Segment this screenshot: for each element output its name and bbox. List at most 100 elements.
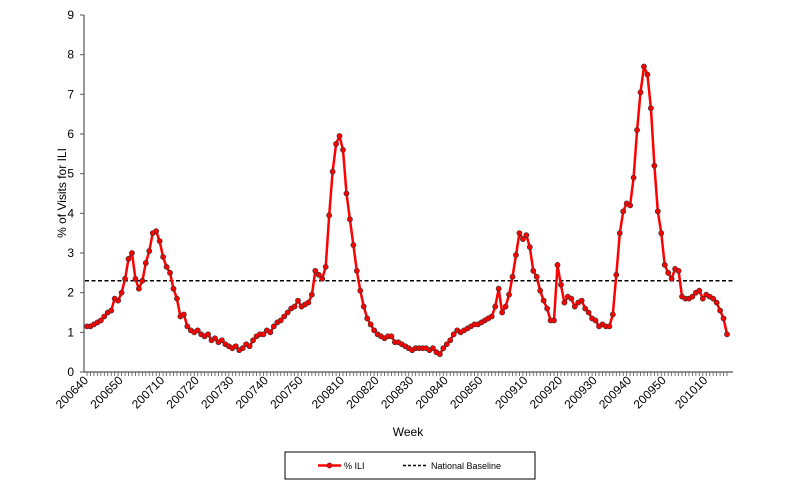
ili-point	[129, 250, 135, 256]
ili-point	[551, 317, 557, 324]
x-tick-label: 200930	[561, 373, 599, 411]
y-tick-label: 8	[67, 48, 74, 62]
ili-point	[713, 299, 720, 306]
ili-point	[167, 269, 173, 276]
ili-point	[509, 273, 516, 280]
x-tick-label: 200820	[343, 373, 381, 411]
y-axis: 0 1 2 3 4 5 6 7 8 9	[67, 8, 85, 379]
ili-point	[578, 297, 585, 304]
ili-point	[699, 295, 706, 302]
ili-point	[647, 105, 654, 112]
ili-point	[329, 168, 336, 175]
ili-point	[533, 273, 540, 280]
ili-point	[156, 238, 163, 244]
ili-point	[689, 293, 696, 300]
ili-point	[724, 331, 730, 338]
y-tick-label: 2	[67, 286, 74, 300]
ili-point	[115, 297, 122, 304]
ili-point	[537, 287, 544, 294]
ili-point	[644, 71, 651, 78]
ili-point	[163, 263, 170, 270]
ili-point	[526, 244, 533, 250]
ili-point	[322, 263, 329, 270]
ili-point	[312, 267, 319, 274]
ili-point	[267, 329, 274, 336]
ili-point	[108, 307, 115, 314]
legend-ili-label: % ILI	[344, 461, 365, 471]
ili-point	[347, 216, 353, 223]
ili-point	[613, 271, 620, 278]
ili-point	[219, 337, 225, 344]
ili-point	[295, 297, 301, 304]
ili-point	[101, 313, 108, 320]
ili-point	[513, 252, 519, 258]
ili-point	[343, 190, 350, 197]
ili-point	[118, 289, 125, 296]
ili-point	[516, 230, 523, 237]
ili-point	[561, 299, 568, 306]
y-tick-label: 6	[67, 127, 74, 141]
ili-point	[568, 295, 575, 302]
ili-point	[440, 345, 447, 352]
ili-point	[450, 331, 457, 338]
ili-point	[232, 343, 239, 350]
legend-baseline-label: National Baseline	[431, 461, 501, 471]
ili-point	[284, 309, 291, 316]
x-tick-label: 200920	[527, 373, 565, 411]
ili-point	[122, 275, 128, 282]
ili-point	[620, 208, 627, 215]
ili-point	[305, 299, 312, 306]
x-tick-label: 200830	[378, 373, 416, 411]
ili-point	[364, 315, 371, 322]
ili-point	[281, 313, 288, 320]
y-tick-label: 9	[67, 8, 74, 22]
x-axis-title: Week	[393, 425, 424, 439]
x-tick-label: 200910	[492, 373, 530, 411]
y-tick-label: 4	[67, 206, 74, 220]
ili-point	[97, 317, 104, 324]
ili-point	[661, 261, 668, 268]
ili-point	[523, 232, 530, 239]
ili-point	[353, 267, 360, 274]
ili-point	[184, 323, 191, 330]
ili-point	[495, 285, 502, 292]
x-tick-label: 200730	[198, 373, 236, 411]
ili-point	[291, 303, 298, 310]
ili-point	[571, 303, 578, 310]
x-tick-label: 200940	[596, 373, 634, 411]
ili-point	[585, 309, 592, 316]
y-tick-label: 7	[67, 87, 74, 101]
ili-point	[720, 315, 727, 322]
ili-point	[488, 313, 495, 320]
ili-series	[84, 63, 730, 358]
ili-line	[87, 65, 729, 356]
ili-point	[139, 277, 146, 284]
ili-point	[174, 295, 180, 302]
x-tick-label: 201010	[672, 373, 710, 411]
ili-point	[492, 303, 499, 310]
ili-point	[630, 174, 637, 181]
ili-point	[641, 63, 647, 70]
ili-point	[651, 162, 658, 169]
ili-point	[246, 343, 253, 350]
ili-point	[436, 351, 443, 358]
legend: % ILI National Baseline	[284, 451, 536, 480]
ili-point	[367, 321, 374, 328]
x-tick-label: 200840	[413, 373, 451, 411]
ili-point	[340, 146, 346, 153]
ili-point	[142, 260, 149, 266]
x-tick-label: 200720	[164, 373, 202, 411]
y-tick-label: 3	[67, 246, 74, 260]
ili-point	[634, 127, 640, 133]
ili-point	[146, 248, 153, 254]
ili-point	[239, 345, 246, 352]
ili-point	[212, 335, 218, 342]
ili-point	[554, 261, 561, 268]
ili-point	[616, 230, 623, 237]
ili-point	[125, 256, 132, 262]
ili-point	[506, 291, 512, 298]
x-tick-label: 200810	[309, 373, 347, 411]
x-tick-label: 200950	[631, 373, 669, 411]
